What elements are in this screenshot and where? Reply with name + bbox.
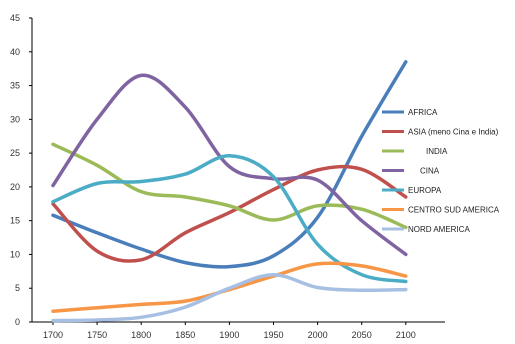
series-line-cina: [51, 73, 408, 257]
y-tick-label: 40: [10, 47, 20, 57]
legend-label-india: INDIA: [426, 147, 448, 156]
y-tick-label: 10: [10, 249, 20, 259]
axes: 0 5 10 15 20 25 30 35 40 45 1700 1750 1800 1850 1900 19…: [10, 13, 445, 340]
legend-label-africa: AFRICA: [408, 108, 438, 117]
x-tick-label: 1700: [43, 330, 63, 340]
legend-label-asia-meno-cina-e-india: ASIA (meno Cina e India): [408, 128, 499, 137]
y-tick-label: 35: [10, 81, 20, 91]
x-tick-label: 1900: [219, 330, 239, 340]
legend-label-cina: CINA: [420, 167, 440, 176]
legend-label-europa: EUROPA: [408, 186, 442, 195]
y-tick-label: 25: [10, 148, 20, 158]
y-tick-label: 20: [10, 182, 20, 192]
x-tick-label: 2050: [352, 330, 372, 340]
x-tick-label: 2000: [308, 330, 328, 340]
y-tick-label: 15: [10, 216, 20, 226]
x-tick-label: 1750: [87, 330, 107, 340]
x-tick-label: 1850: [175, 330, 195, 340]
legend-label-nord-america: NORD AMERICA: [408, 225, 470, 234]
x-tick-label: 2100: [396, 330, 416, 340]
y-tick-label: 5: [15, 283, 20, 293]
series-line-europa: [51, 154, 408, 284]
y-tick-label: 30: [10, 114, 20, 124]
x-tick-label: 1800: [131, 330, 151, 340]
x-tick-label: 1950: [263, 330, 283, 340]
series-line-africa: [51, 60, 408, 269]
series-line-nord-america: [51, 272, 408, 323]
legend-label-centro-sud-america: CENTRO SUD AMERICA: [408, 206, 500, 215]
legend: AFRICA ASIA (meno Cina e India) INDIA CINA E…: [382, 108, 500, 234]
series-lines: [51, 60, 408, 323]
series-line-asia-meno-cina-e-india: [51, 164, 408, 263]
y-tick-label: 0: [15, 317, 20, 327]
y-tick-label: 45: [10, 13, 20, 23]
